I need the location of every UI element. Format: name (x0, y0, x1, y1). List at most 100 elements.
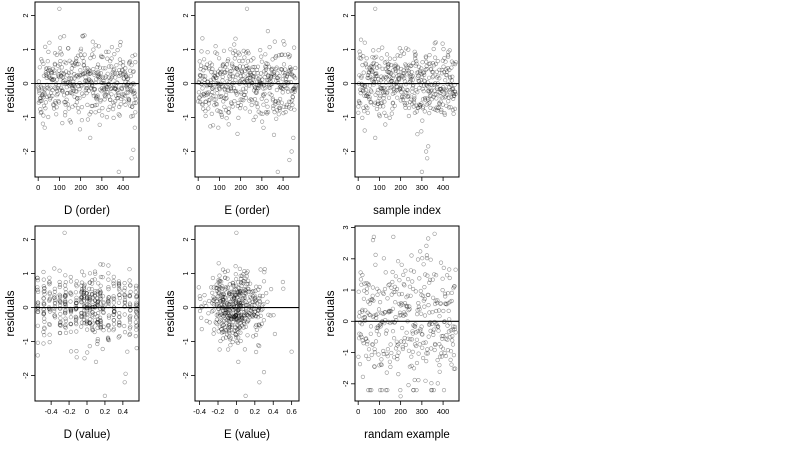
data-point (409, 363, 414, 369)
data-point (122, 304, 127, 309)
data-point (233, 48, 238, 54)
data-point (58, 73, 64, 78)
data-point (119, 86, 124, 91)
data-point (239, 283, 244, 288)
data-point (215, 304, 220, 309)
data-point (231, 65, 236, 70)
data-point (410, 86, 415, 91)
data-point (383, 89, 388, 95)
data-point (361, 70, 366, 75)
data-point (237, 266, 242, 272)
data-point (402, 76, 407, 81)
data-point (364, 93, 369, 98)
data-point (41, 310, 46, 315)
data-point (440, 336, 445, 341)
data-point (389, 111, 394, 116)
data-point (273, 66, 279, 72)
data-point (209, 111, 214, 116)
data-point (51, 106, 57, 111)
data-point (399, 89, 404, 95)
data-point (42, 92, 48, 97)
data-point (111, 326, 116, 331)
y-tick-label: -2 (181, 148, 190, 155)
data-point (291, 135, 296, 140)
data-point (359, 88, 364, 93)
data-point (75, 96, 80, 101)
data-point (243, 106, 248, 111)
data-point (101, 324, 106, 329)
data-point (398, 394, 403, 399)
data-point (38, 110, 43, 115)
data-point (426, 303, 431, 308)
data-point (210, 90, 215, 95)
data-point (109, 44, 114, 50)
data-point (84, 321, 89, 326)
data-point (85, 298, 90, 304)
data-point (366, 388, 371, 393)
data-point (220, 284, 225, 289)
x-tick-label: -0.4 (193, 407, 206, 416)
data-point (96, 74, 101, 80)
data-point (259, 308, 264, 313)
data-point (360, 338, 365, 343)
data-point (122, 285, 127, 291)
data-point (210, 86, 215, 91)
data-point (361, 315, 366, 321)
data-point (376, 48, 381, 53)
data-point (35, 285, 40, 290)
data-point (414, 103, 419, 108)
scatter-points (35, 230, 139, 399)
data-point (231, 316, 236, 321)
x-tick-label: 300 (256, 183, 269, 192)
data-point (79, 299, 84, 305)
data-point (87, 280, 92, 285)
data-point (427, 52, 432, 58)
data-point (435, 108, 440, 113)
data-point (436, 89, 441, 95)
data-point (415, 312, 420, 317)
data-point (92, 103, 98, 108)
data-point (397, 76, 402, 81)
data-point (253, 101, 258, 106)
data-point (79, 290, 84, 295)
data-point (226, 318, 231, 323)
data-point (269, 74, 274, 80)
data-point (288, 65, 293, 70)
data-point (360, 309, 365, 314)
data-point (226, 110, 232, 115)
data-point (270, 96, 275, 101)
x-tick-label: 300 (416, 407, 429, 416)
data-point (404, 303, 409, 308)
data-point (109, 92, 114, 97)
data-point (223, 96, 228, 101)
data-point (57, 320, 63, 326)
data-point (383, 388, 389, 393)
data-point (405, 94, 411, 99)
data-point (395, 74, 400, 79)
data-point (233, 332, 238, 337)
data-point (440, 71, 445, 76)
data-point (261, 125, 266, 130)
data-point (435, 358, 440, 363)
data-point (52, 85, 57, 90)
data-point (45, 66, 50, 71)
data-point (134, 300, 139, 305)
data-point (112, 71, 117, 76)
data-point (421, 104, 426, 109)
data-point (356, 354, 361, 359)
data-point (87, 68, 92, 74)
data-point (453, 89, 458, 95)
data-point (233, 328, 238, 333)
data-point (224, 96, 229, 101)
data-point (81, 291, 86, 296)
data-point (394, 80, 399, 85)
data-point (81, 71, 86, 77)
data-point (57, 279, 62, 285)
data-point (275, 169, 280, 174)
data-point (87, 71, 92, 76)
data-point (62, 301, 68, 307)
data-point (290, 94, 295, 99)
data-point (411, 388, 416, 393)
data-point (398, 87, 403, 92)
data-point (128, 308, 133, 313)
